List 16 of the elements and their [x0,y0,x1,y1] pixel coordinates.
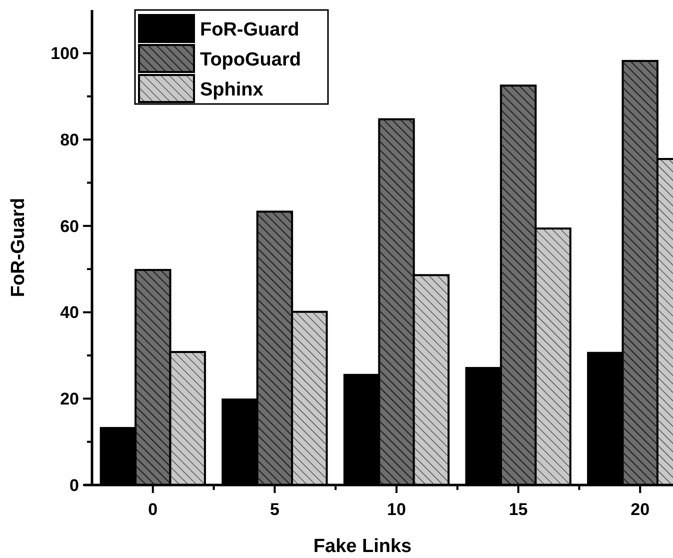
x-tick-label: 20 [630,500,650,519]
x-tick-label: 15 [508,500,528,519]
x-tick-label: 5 [270,500,280,519]
x-tick-label: 0 [148,500,158,519]
y-axis-title: FoR-Guard [8,198,29,298]
y-tick-label: 80 [60,130,79,150]
y-tick-label: 60 [60,216,79,236]
y-tick-label: 20 [60,390,79,409]
x-axis-title: Fake Links [313,536,412,557]
legend-label: TopoGuard [200,50,301,71]
legend-label: Sphinx [200,80,264,101]
y-tick-label: 100 [50,44,79,64]
y-tick-label: 0 [70,476,79,495]
y-tick-label: 40 [60,303,79,322]
x-tick-label: 10 [387,500,406,519]
legend-label: FoR-Guard [200,20,300,41]
